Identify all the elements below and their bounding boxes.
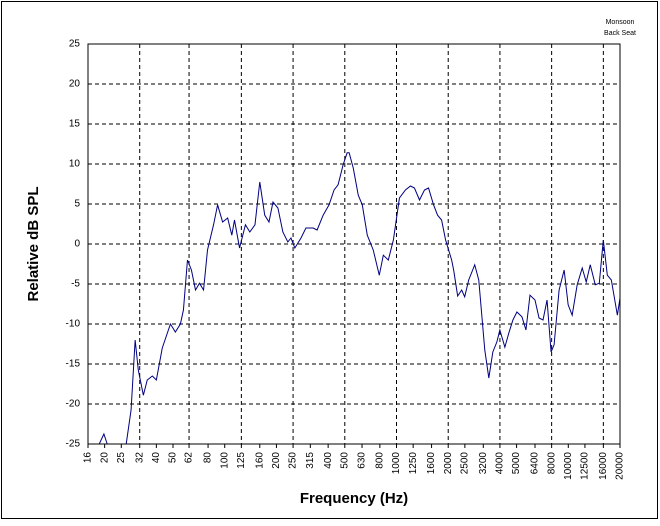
y-tick-label: 20 — [69, 79, 81, 90]
y-tick-label: 15 — [69, 119, 81, 130]
x-tick-label: 400 — [323, 452, 334, 469]
x-tick-label: 2000 — [443, 452, 454, 475]
y-tick-label: 10 — [69, 159, 81, 170]
x-tick-label: 2500 — [460, 452, 471, 475]
x-tick-label: 250 — [288, 452, 299, 469]
x-axis-label: Frequency (Hz) — [300, 490, 408, 507]
annotation: Back Seat — [604, 30, 636, 37]
x-tick-label: 500 — [339, 452, 350, 469]
x-tick-label: 160 — [254, 452, 265, 469]
y-tick-label: -10 — [66, 319, 81, 330]
y-tick-label: -15 — [66, 359, 81, 370]
x-tick-label: 20000 — [615, 452, 626, 480]
x-tick-label: 40 — [151, 452, 162, 464]
x-tick-label: 6400 — [530, 452, 541, 475]
x-tick-label: 200 — [271, 452, 282, 469]
x-tick-label: 16000 — [598, 452, 609, 480]
y-tick-label: -5 — [71, 279, 80, 290]
x-tick-label: 62 — [184, 452, 195, 464]
y-tick-label: 5 — [74, 199, 80, 210]
y-tick-label: -25 — [66, 439, 81, 450]
x-tick-label: 16 — [83, 452, 94, 464]
y-tick-label: 0 — [74, 239, 80, 250]
x-tick-label: 10000 — [563, 452, 574, 480]
x-tick-label: 8000 — [546, 452, 557, 475]
plot-border — [87, 43, 621, 445]
x-tick-label: 100 — [219, 452, 230, 469]
x-tick-label: 1600 — [426, 452, 437, 475]
annotation: Monsoon — [606, 19, 635, 26]
x-tick-label: 12500 — [580, 452, 591, 480]
x-tick-label: 50 — [168, 452, 179, 464]
x-tick-label: 20 — [99, 452, 110, 464]
x-tick-label: 3200 — [478, 452, 489, 475]
x-tick-label: 630 — [357, 452, 368, 469]
y-tick-label: -20 — [66, 399, 81, 410]
x-tick-label: 80 — [203, 452, 214, 464]
x-tick-label: 1250 — [408, 452, 419, 475]
x-tick-label: 5000 — [511, 452, 522, 475]
x-tick-label: 125 — [236, 452, 247, 469]
x-tick-label: 800 — [374, 452, 385, 469]
y-axis-label: Relative dB SPL — [25, 186, 42, 301]
x-tick-label: 1000 — [391, 452, 402, 475]
x-tick-label: 315 — [305, 452, 316, 469]
y-tick-label: 25 — [69, 39, 81, 50]
data-line — [98, 152, 621, 445]
x-tick-label: 25 — [116, 452, 127, 464]
x-tick-label: 32 — [134, 452, 145, 464]
x-tick-label: 4000 — [495, 452, 506, 475]
